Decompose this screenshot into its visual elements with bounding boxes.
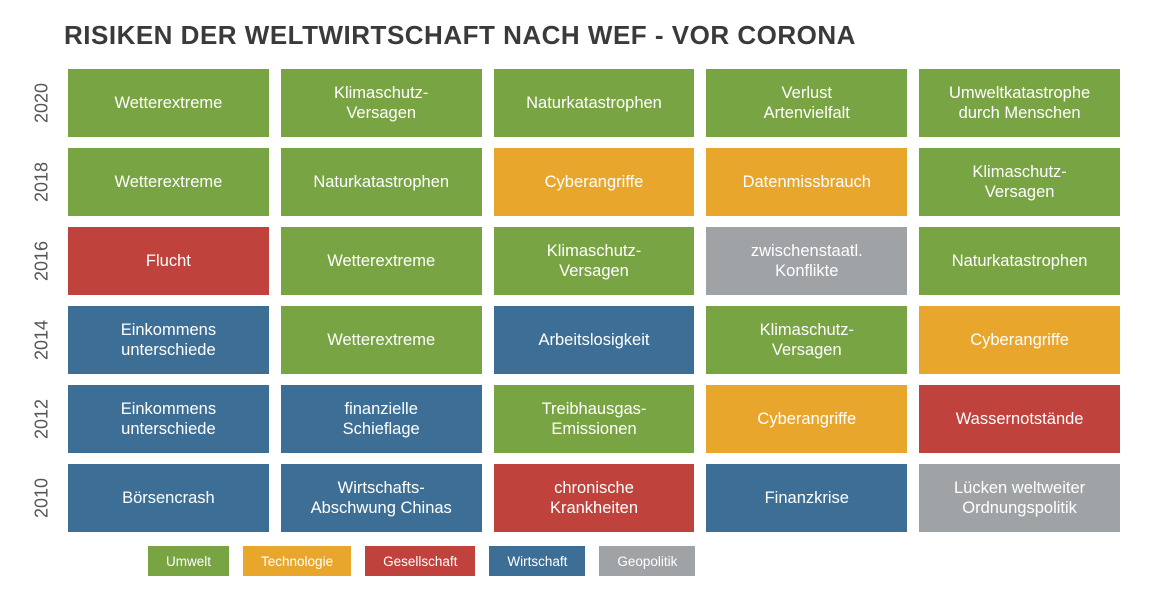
year-label: 2010 [28, 464, 56, 532]
year-label: 2012 [28, 385, 56, 453]
risk-cell: Klimaschutz- Versagen [919, 148, 1120, 216]
risk-cell: Verlust Artenvielfalt [706, 69, 907, 137]
risk-cell: Wetterextreme [68, 69, 269, 137]
risk-cell: Lücken weltweiter Ordnungspolitik [919, 464, 1120, 532]
risk-cell: Cyberangriffe [494, 148, 695, 216]
risk-cell: Datenmissbrauch [706, 148, 907, 216]
risk-cell: Wassernotstände [919, 385, 1120, 453]
risk-cell: Cyberangriffe [706, 385, 907, 453]
risk-cell: Klimaschutz- Versagen [706, 306, 907, 374]
risk-row: 2020 WetterextremeKlimaschutz- VersagenNa… [28, 69, 1120, 137]
legend-item: Geopolitik [599, 546, 695, 576]
risk-grid: 2020WetterextremeKlimaschutz- VersagenNa… [28, 69, 1120, 532]
risk-cell: Wetterextreme [281, 306, 482, 374]
risk-row: 2014 Einkommens unterschiedeWetterextreme… [28, 306, 1120, 374]
risk-row: 2010 BörsencrashWirtschafts- Abschwung Ch… [28, 464, 1120, 532]
risk-cell: Klimaschutz- Versagen [494, 227, 695, 295]
risk-cell: zwischenstaatl. Konflikte [706, 227, 907, 295]
risk-cell: Wirtschafts- Abschwung Chinas [281, 464, 482, 532]
legend-item: Wirtschaft [489, 546, 585, 576]
year-label: 2020 [28, 69, 56, 137]
risk-row: 2018 WetterextremeNaturkatastrophenCybera… [28, 148, 1120, 216]
risk-cell: Naturkatastrophen [494, 69, 695, 137]
year-label: 2018 [28, 148, 56, 216]
risk-cell: Flucht [68, 227, 269, 295]
risk-cell: Finanzkrise [706, 464, 907, 532]
risk-cell: Arbeitslosigkeit [494, 306, 695, 374]
risk-cell: Börsencrash [68, 464, 269, 532]
risk-row: 2012 Einkommens unterschiedefinanzielle S… [28, 385, 1120, 453]
risk-cell: Einkommens unterschiede [68, 306, 269, 374]
risk-cell: Cyberangriffe [919, 306, 1120, 374]
legend-item: Gesellschaft [365, 546, 475, 576]
risk-cell: Wetterextreme [281, 227, 482, 295]
risk-cell: Einkommens unterschiede [68, 385, 269, 453]
risk-cell: Treibhausgas- Emissionen [494, 385, 695, 453]
risk-row: 2016 FluchtWetterextremeKlimaschutz- Vers… [28, 227, 1120, 295]
year-label: 2016 [28, 227, 56, 295]
legend-item: Technologie [243, 546, 351, 576]
risk-cell: finanzielle Schieflage [281, 385, 482, 453]
risk-cell: Naturkatastrophen [919, 227, 1120, 295]
risk-cell: Wetterextreme [68, 148, 269, 216]
chart-title: RISIKEN DER WELTWIRTSCHAFT NACH WEF - VO… [64, 20, 1120, 51]
year-label: 2014 [28, 306, 56, 374]
risk-cell: chronische Krankheiten [494, 464, 695, 532]
risk-cell: Klimaschutz- Versagen [281, 69, 482, 137]
legend: Umwelt Technologie Gesellschaft Wirtschaft G… [148, 546, 1120, 576]
legend-item: Umwelt [148, 546, 229, 576]
risk-cell: Naturkatastrophen [281, 148, 482, 216]
risk-cell: Umweltkatastrophe durch Menschen [919, 69, 1120, 137]
